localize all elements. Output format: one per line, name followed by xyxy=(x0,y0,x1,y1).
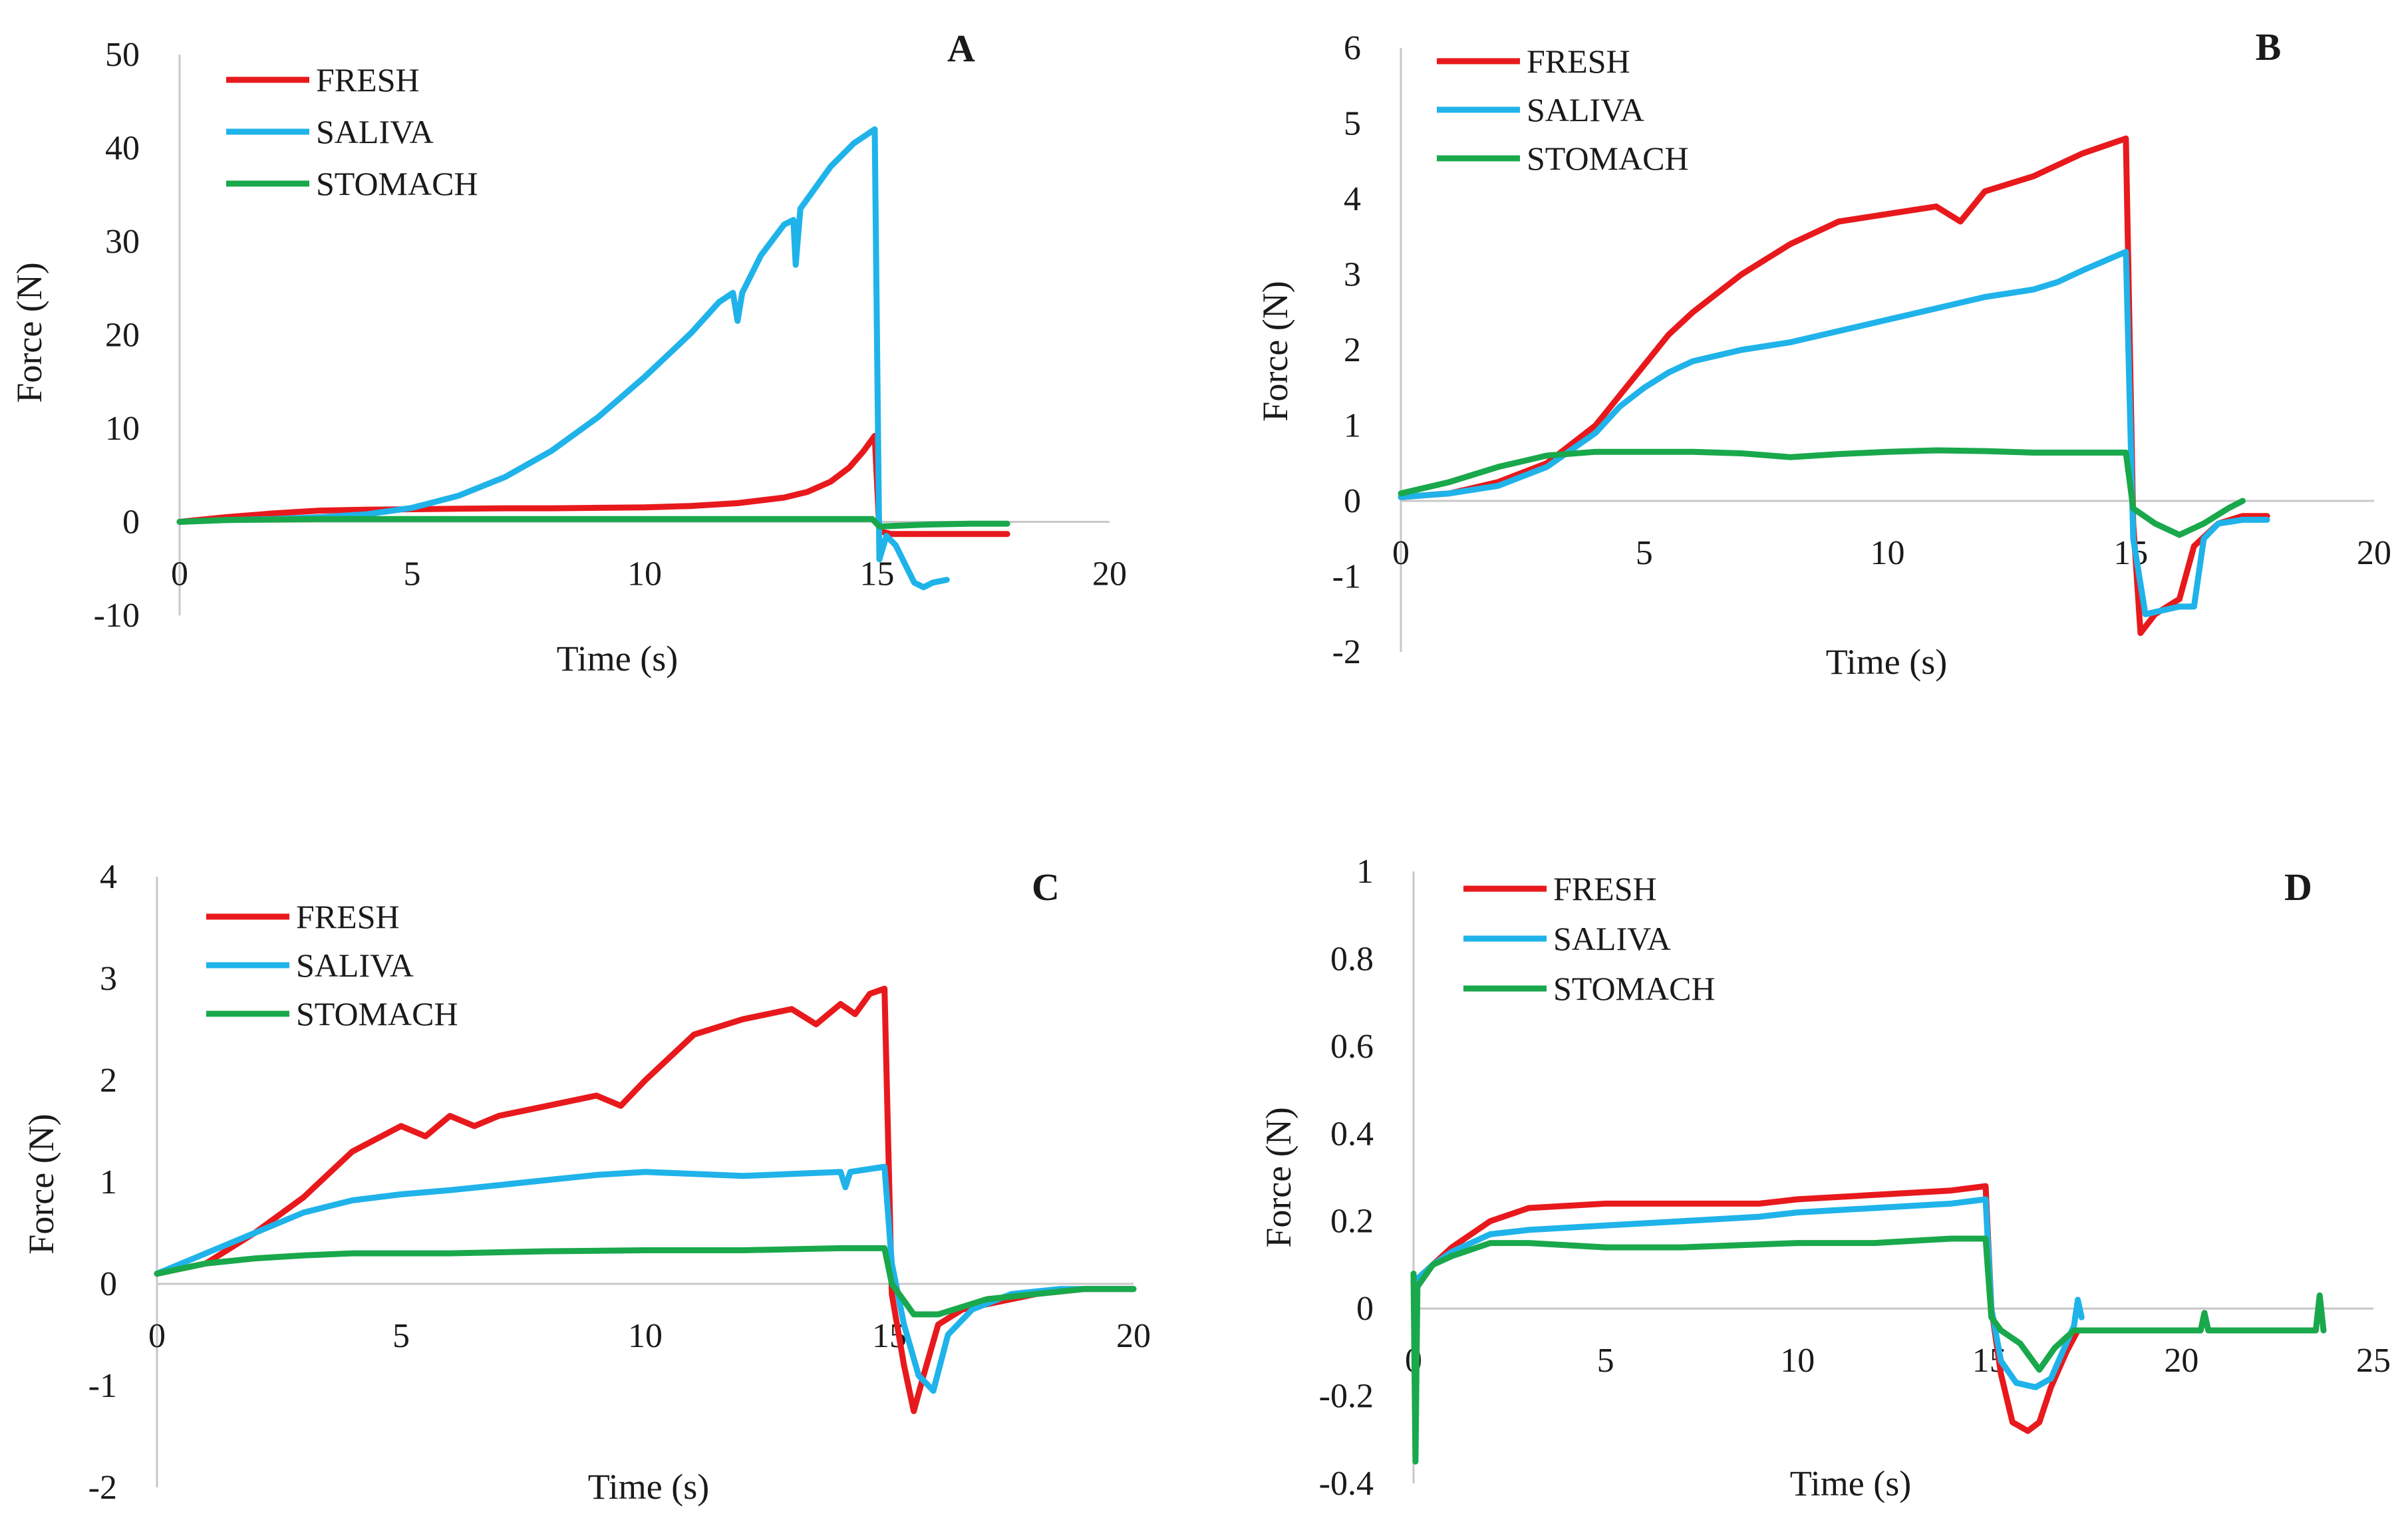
y-axis-title: Force (N) xyxy=(1255,281,1295,421)
y-tick-label: 0 xyxy=(1344,482,1361,520)
legend-label-fresh: FRESH xyxy=(1553,870,1657,907)
y-tick-label: 0.4 xyxy=(1330,1115,1374,1153)
series-line-fresh xyxy=(1398,135,2270,637)
x-axis-title: Time (s) xyxy=(588,1467,710,1507)
legend-label-stomach: STOMACH xyxy=(1527,140,1689,177)
y-tick-label: 4 xyxy=(1344,180,1361,218)
y-tick-label: 40 xyxy=(105,130,140,168)
series-line-saliva xyxy=(1410,1196,2085,1390)
series-line-stomach xyxy=(154,1245,1137,1318)
series-line-fresh xyxy=(1410,1183,2081,1434)
legend-label-fresh: FRESH xyxy=(296,898,400,935)
y-tick-label: 10 xyxy=(105,410,140,448)
series-line-stomach xyxy=(1398,447,2246,538)
panel-letter: C xyxy=(1032,865,1060,909)
series-line-stomach xyxy=(1410,1235,2327,1465)
panel-letter: A xyxy=(947,27,975,70)
legend-label-fresh: FRESH xyxy=(316,61,420,98)
legend-label-saliva: SALIVA xyxy=(296,947,414,984)
series-line-saliva xyxy=(176,126,950,591)
panel-letter: B xyxy=(2256,25,2282,69)
y-tick-label: 2 xyxy=(100,1062,117,1100)
y-tick-label: 4 xyxy=(100,858,117,896)
x-tick-label: 20 xyxy=(1092,555,1127,593)
x-tick-label: 25 xyxy=(2356,1342,2391,1380)
y-tick-label: 5 xyxy=(1344,105,1361,143)
series-line-saliva xyxy=(154,1163,1137,1394)
y-tick-label: 0 xyxy=(1356,1290,1374,1328)
y-tick-label: 0.6 xyxy=(1330,1028,1374,1066)
y-tick-label: 1 xyxy=(1356,853,1374,891)
legend-label-stomach: STOMACH xyxy=(1553,970,1716,1007)
y-tick-label: 2 xyxy=(1344,331,1361,369)
y-tick-label: 0 xyxy=(122,504,140,541)
y-tick-label: 1 xyxy=(1344,407,1361,445)
x-tick-label: 5 xyxy=(392,1317,410,1355)
y-tick-label: 0.8 xyxy=(1330,940,1374,978)
x-tick-label: 5 xyxy=(1597,1342,1614,1380)
legend: FRESH SALIVA STOMACH xyxy=(1437,43,1689,177)
y-tick-label: 20 xyxy=(105,317,140,355)
series-line-stomach xyxy=(176,516,1010,530)
y-tick-label: 6 xyxy=(1344,29,1361,67)
y-tick-label: -1 xyxy=(88,1367,117,1405)
x-tick-label: 10 xyxy=(627,555,662,593)
y-tick-label: -1 xyxy=(1332,558,1361,596)
y-tick-label: -2 xyxy=(1332,633,1361,671)
legend: FRESH SALIVA STOMACH xyxy=(206,898,458,1032)
panel-letter: D xyxy=(2284,865,2312,909)
x-axis-title: Time (s) xyxy=(557,639,678,679)
x-axis-title: Time (s) xyxy=(1826,642,1948,682)
x-tick-label: 10 xyxy=(1780,1342,1815,1380)
y-tick-label: 3 xyxy=(1344,256,1361,294)
y-axis-title: Force (N) xyxy=(9,262,49,402)
x-tick-label: 0 xyxy=(1392,534,1410,572)
y-tick-label: -0.2 xyxy=(1319,1378,1374,1416)
x-tick-label: 20 xyxy=(2164,1342,2198,1380)
y-axis-title: Force (N) xyxy=(1259,1107,1298,1247)
x-tick-label: 5 xyxy=(404,555,421,593)
legend: FRESH SALIVA STOMACH xyxy=(226,61,478,202)
x-tick-label: 0 xyxy=(171,555,188,593)
x-tick-label: 0 xyxy=(148,1317,166,1355)
y-tick-label: 1 xyxy=(100,1163,117,1201)
legend-label-fresh: FRESH xyxy=(1527,43,1630,80)
x-axis-title: Time (s) xyxy=(1790,1463,1912,1503)
legend-label-stomach: STOMACH xyxy=(296,995,458,1032)
x-tick-label: 10 xyxy=(1871,534,1905,572)
y-tick-label: 0.2 xyxy=(1330,1203,1374,1241)
x-tick-label: 10 xyxy=(628,1317,663,1355)
legend-label-saliva: SALIVA xyxy=(1527,91,1644,128)
x-tick-label: 20 xyxy=(2357,534,2391,572)
legend-label-saliva: SALIVA xyxy=(1553,920,1671,957)
x-tick-label: 15 xyxy=(860,555,895,593)
x-tick-label: 20 xyxy=(1116,1317,1151,1355)
x-tick-label: 5 xyxy=(1636,534,1653,572)
y-tick-label: -0.4 xyxy=(1319,1465,1374,1503)
legend-label-saliva: SALIVA xyxy=(316,113,434,150)
chart-panel-a: -10 0 10 20 30 40 50 0 5 10 15 20 Time (s) Force (N) A… xyxy=(9,27,1127,679)
y-tick-label: 30 xyxy=(105,223,140,261)
y-tick-label: -2 xyxy=(88,1469,117,1507)
y-tick-label: 50 xyxy=(105,36,140,74)
y-tick-label: 3 xyxy=(100,960,117,998)
legend-label-stomach: STOMACH xyxy=(316,165,478,202)
series-line-saliva xyxy=(1398,249,2270,617)
y-tick-label: -10 xyxy=(94,597,140,635)
y-axis-title: Force (N) xyxy=(21,1114,61,1254)
y-tick-label: 0 xyxy=(100,1265,117,1303)
legend: FRESH SALIVA STOMACH xyxy=(1463,870,1716,1007)
series-line-fresh xyxy=(154,985,1137,1414)
